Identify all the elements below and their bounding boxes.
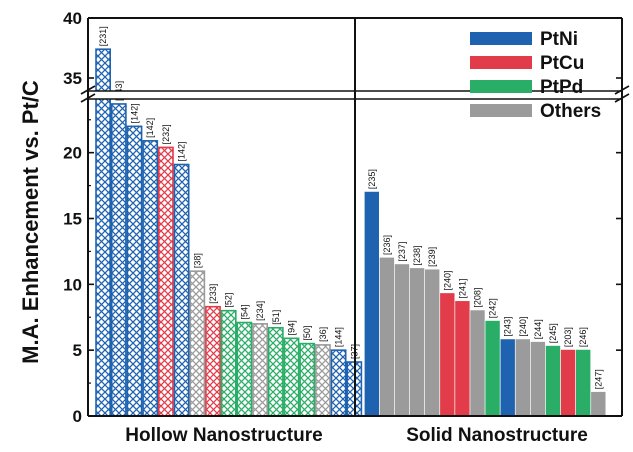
y-tick-label: 0	[73, 407, 82, 426]
hollow-bar-234	[252, 323, 268, 417]
ref-label: [235]	[367, 169, 377, 189]
hollow-bar-142	[126, 125, 143, 417]
solid-bar-243	[500, 339, 515, 417]
solid-bar-241	[455, 301, 470, 417]
ref-label: [52]	[224, 293, 234, 308]
solid-bar-236	[379, 257, 395, 417]
ref-label: [238]	[412, 246, 422, 266]
solid-bar-244	[530, 341, 546, 417]
solid-panel-title: Solid Nanostructure	[406, 425, 588, 446]
ref-label: [247]	[593, 369, 603, 389]
ref-label: [203]	[563, 327, 573, 347]
solid-bar-203	[560, 349, 576, 417]
legend: PtNi PtCu PtPd Others	[470, 29, 601, 122]
solid-bar-208	[470, 310, 485, 417]
legend-swatch-ptni	[470, 32, 532, 45]
legend-label-others: Others	[540, 101, 601, 122]
ref-label: [245]	[548, 323, 558, 343]
ref-label: [242]	[488, 298, 498, 318]
hollow-bar-231	[95, 48, 111, 417]
hollow-bar-142	[173, 163, 190, 417]
legend-label-ptcu: PtCu	[540, 53, 584, 74]
axis-break-slash	[80, 93, 96, 103]
ref-label: [231]	[98, 26, 108, 46]
ref-label: [142]	[130, 103, 140, 123]
hollow-bar-233	[205, 305, 221, 417]
ref-label: [38]	[192, 253, 202, 268]
ref-label: [51]	[271, 310, 281, 325]
solid-bar-245	[545, 345, 561, 417]
y-tick-label: 15	[63, 210, 82, 229]
ref-label: [54]	[239, 305, 249, 320]
ref-label: [244]	[533, 319, 543, 339]
ref-label: [240]	[442, 271, 452, 291]
y-axis-title: M.A. Enhancement vs. Pt/C	[18, 80, 43, 364]
ref-label: [142]	[145, 118, 155, 138]
hollow-bar-94	[283, 337, 300, 417]
legend-swatch-ptcu	[470, 56, 532, 69]
hollow-bar-143	[110, 103, 127, 417]
solid-bar-240	[440, 293, 455, 417]
legend-swatch-ptpd	[470, 80, 532, 93]
legend-label-ptpd: PtPd	[540, 77, 583, 98]
hollow-bar-50	[299, 342, 316, 417]
hollow-bar-54	[236, 321, 253, 417]
ref-label: [208]	[473, 288, 483, 308]
solid-bar-238	[409, 268, 425, 417]
legend-swatch-others	[470, 104, 532, 117]
ref-label: [239]	[427, 247, 437, 267]
ref-label: [142]	[177, 141, 187, 161]
hollow-bar-142	[142, 140, 159, 417]
ref-label: [237]	[397, 242, 407, 262]
ref-label: [233]	[208, 284, 218, 304]
axis-break-slash	[614, 85, 630, 95]
ref-label: [94]	[287, 320, 297, 335]
hollow-bar-232	[158, 146, 174, 417]
y-tick-label: 35	[63, 69, 82, 88]
solid-bar-246	[576, 349, 591, 417]
hollow-bar-38	[189, 270, 206, 417]
solid-bar-247	[591, 391, 606, 417]
axis-break-slash	[80, 85, 96, 95]
hollow-bar-51	[267, 326, 284, 417]
solid-bar-239	[424, 269, 440, 417]
ref-label: [50]	[302, 326, 312, 341]
ref-label: [241]	[457, 278, 467, 298]
solid-bar-237	[394, 264, 410, 417]
solid-bar-242	[485, 320, 500, 417]
hollow-bar-52	[220, 309, 237, 417]
ref-label: [243]	[503, 317, 513, 337]
y-tick-label: 40	[63, 9, 82, 28]
y-tick-label: 10	[63, 275, 82, 294]
legend-label-ptni: PtNi	[540, 29, 578, 50]
y-tick-label: 5	[73, 341, 82, 360]
ref-label: [144]	[334, 327, 344, 347]
ref-label: [232]	[161, 124, 171, 144]
solid-bar-235	[364, 191, 380, 417]
y-ticks: 0 5 10 15 20 35 40	[63, 9, 622, 426]
axis-break-slash	[614, 93, 630, 103]
ref-label: [246]	[578, 327, 588, 347]
solid-bar-240	[515, 339, 531, 417]
hollow-panel-title: Hollow Nanostructure	[125, 425, 322, 446]
ref-label: [236]	[382, 235, 392, 255]
ref-label: [234]	[255, 301, 265, 321]
hollow-bar-36	[314, 344, 331, 417]
ref-label: [240]	[518, 317, 528, 337]
plot-frame	[80, 17, 630, 417]
y-tick-label: 20	[63, 144, 82, 163]
ref-label: [36]	[318, 327, 328, 342]
hollow-bar-144	[330, 349, 347, 417]
